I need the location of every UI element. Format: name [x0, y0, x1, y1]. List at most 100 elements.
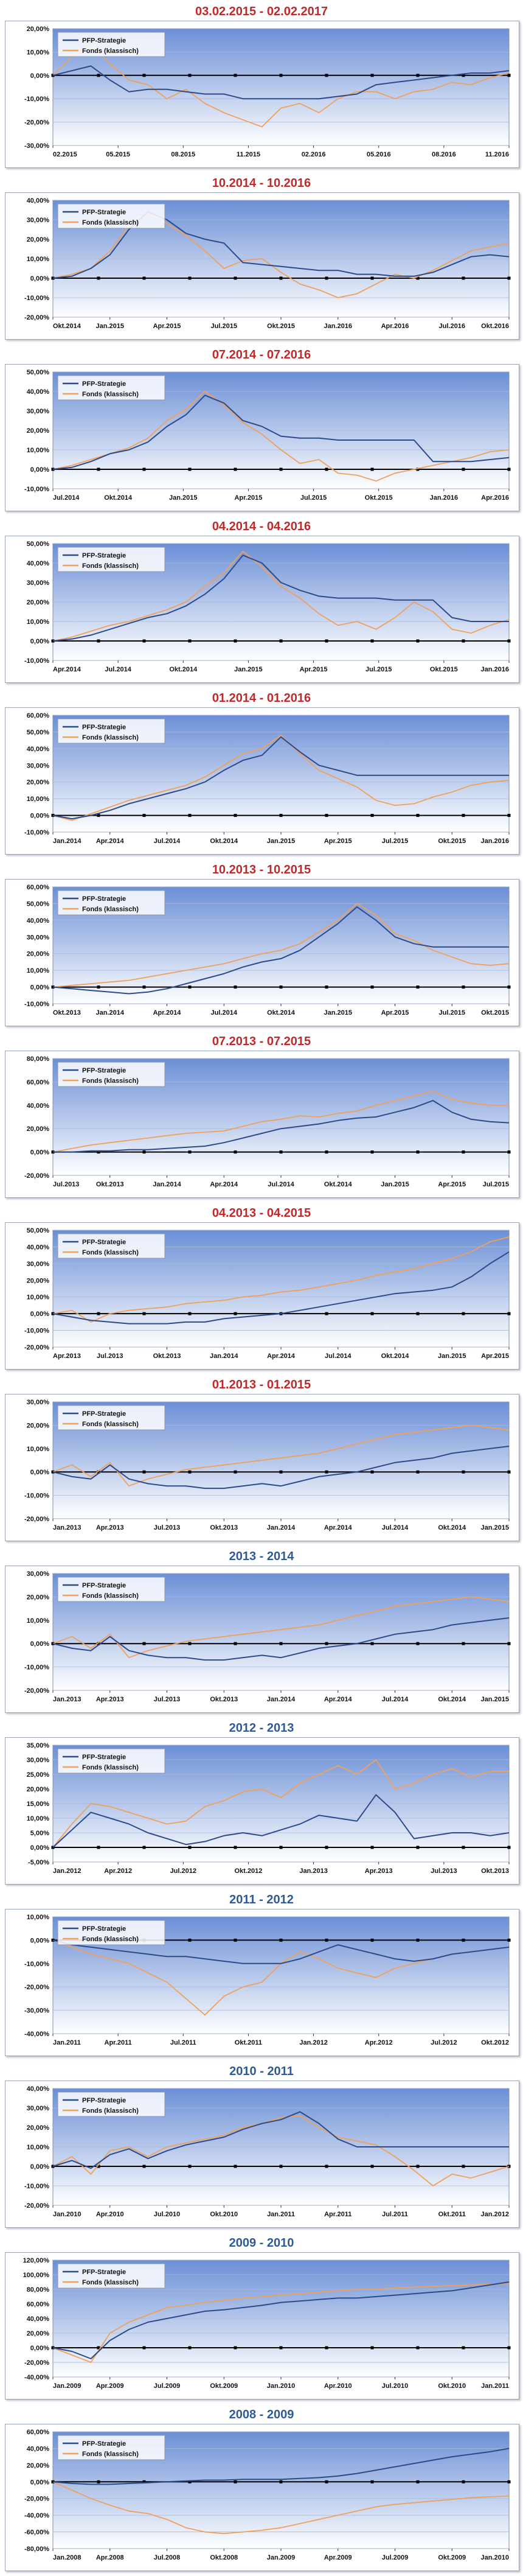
- zero-line-marker: [507, 1312, 511, 1315]
- y-tick-label: 0,00%: [30, 1311, 49, 1318]
- x-tick-label: Jul.2014: [211, 1009, 238, 1017]
- x-tick-label: Okt.2014: [53, 323, 81, 330]
- legend: [57, 1062, 165, 1087]
- y-tick-label: 80,00%: [27, 1055, 50, 1063]
- zero-line-marker: [416, 1470, 420, 1474]
- legend-label: Fonds (klassisch): [82, 1077, 139, 1085]
- y-tick-label: 0,00%: [30, 1640, 49, 1648]
- y-tick-label: 80,00%: [27, 2286, 50, 2294]
- zero-line-marker: [416, 814, 420, 817]
- x-tick-label: Okt.2010: [438, 2382, 466, 2390]
- x-tick-label: Okt.2014: [169, 666, 198, 673]
- y-tick-label: -10,00%: [24, 1493, 49, 1500]
- chart-panel: 2012 - 2013 35,00% 30,00% 25,00% 20,00% 15,00…: [0, 1717, 523, 1888]
- y-tick-label: -40,00%: [24, 2512, 49, 2519]
- zero-line-marker: [507, 1642, 511, 1645]
- x-tick-label: 02.2015: [53, 151, 77, 158]
- legend: [57, 1233, 165, 1259]
- x-tick-label: Jan.2014: [96, 1009, 125, 1017]
- x-tick-label: Apr.2014: [324, 1524, 353, 1531]
- y-tick-label: 0,00%: [30, 1149, 49, 1157]
- x-tick-label: Apr.2015: [324, 838, 352, 845]
- x-tick-label: Jan.2015: [96, 323, 124, 330]
- zero-line-marker: [370, 2165, 374, 2168]
- y-tick-label: -30,00%: [24, 142, 49, 150]
- zero-line-marker: [462, 2346, 465, 2350]
- zero-line-marker: [416, 1150, 420, 1154]
- y-tick-label: 20,00%: [27, 1125, 50, 1133]
- y-tick-label: -10,00%: [24, 829, 49, 836]
- zero-line-marker: [325, 1470, 328, 1474]
- y-tick-label: 20,00%: [27, 1786, 50, 1793]
- zero-line-marker: [142, 1642, 146, 1645]
- zero-line-marker: [325, 1642, 328, 1645]
- legend-label: Fonds (klassisch): [82, 1421, 139, 1428]
- zero-line-marker: [462, 467, 465, 471]
- y-tick-label: -80,00%: [24, 2546, 49, 2553]
- x-tick-label: Jul.2015: [439, 1009, 465, 1017]
- y-tick-label: 20,00%: [27, 2462, 50, 2469]
- zero-line-marker: [416, 2346, 420, 2350]
- zero-line-marker: [279, 1470, 283, 1474]
- chart-title: 07.2014 - 07.2016: [212, 348, 311, 362]
- x-tick-label: Okt.2015: [365, 494, 393, 502]
- zero-line-marker: [325, 2346, 328, 2350]
- y-tick-label: 50,00%: [27, 729, 50, 736]
- chart-svg: 80,00% 60,00% 40,00% 20,00% 0,00% -20,00% Jul.…: [24, 1055, 511, 1188]
- x-tick-label: 08.2015: [171, 151, 195, 158]
- series-line-strategy: [52, 2281, 510, 2359]
- zero-line-marker: [325, 1150, 328, 1154]
- chart-panel: 04.2013 - 04.2015 50,00% 40,00% 30,00% 20,00…: [0, 1202, 523, 1373]
- x-tick-label: Jul.2014: [154, 838, 181, 845]
- legend-label: PFP-Strategie: [82, 1582, 126, 1589]
- y-tick-label: 40,00%: [27, 1102, 50, 1110]
- y-tick-label: 0,00%: [30, 2479, 49, 2486]
- y-tick-label: 40,00%: [27, 560, 50, 567]
- zero-line-marker: [370, 1938, 374, 1942]
- y-tick-label: 20,00%: [27, 2330, 50, 2337]
- x-tick-label: Okt.2011: [235, 2039, 262, 2046]
- chart-frame: 80,00% 60,00% 40,00% 20,00% 0,00% -20,00% Jul.…: [5, 1051, 519, 1198]
- chart-title: 2012 - 2013: [229, 1721, 294, 1735]
- x-tick-label: Jul.2013: [154, 1524, 180, 1531]
- zero-line-marker: [97, 2165, 100, 2168]
- x-tick-label: Jan.2012: [53, 1867, 81, 1875]
- chart-svg: 60,00% 50,00% 40,00% 30,00% 20,00% 10,00% 0,00…: [24, 884, 511, 1017]
- x-tick-label: Jan.2014: [53, 838, 81, 845]
- x-tick-label: Jul.2014: [105, 666, 131, 673]
- x-tick-label: Jul.2010: [382, 2382, 408, 2390]
- zero-line-marker: [370, 814, 374, 817]
- zero-line-marker: [142, 74, 146, 77]
- x-tick-label: Apr.2013: [96, 1524, 124, 1531]
- y-tick-label: -10,00%: [24, 1961, 49, 1968]
- chart-frame: 40,00% 30,00% 20,00% 10,00% 0,00% -10,00% -20,…: [5, 2081, 519, 2228]
- zero-line-marker: [234, 276, 237, 280]
- chart-title: 2013 - 2014: [229, 1550, 294, 1563]
- legend: [57, 2435, 165, 2460]
- y-tick-label: 40,00%: [27, 2315, 50, 2323]
- x-tick-label: Jan.2009: [267, 2554, 295, 2561]
- zero-line-marker: [416, 2165, 420, 2168]
- x-tick-label: Jul.2012: [431, 2039, 457, 2046]
- legend: [57, 1920, 165, 1945]
- x-tick-label: Apr.2014: [267, 1353, 296, 1360]
- x-tick-label: Jan.2011: [267, 2211, 295, 2218]
- zero-line-marker: [234, 74, 237, 77]
- x-tick-label: Jul.2014: [382, 1696, 409, 1703]
- y-tick-label: 10,00%: [27, 256, 50, 263]
- zero-line-marker: [507, 74, 511, 77]
- zero-line-marker: [97, 1642, 100, 1645]
- zero-line-marker: [416, 74, 420, 77]
- series-line-fund: [52, 735, 510, 821]
- zero-line-marker: [462, 814, 465, 817]
- series-line-strategy: [52, 1446, 510, 1489]
- zero-line-marker: [279, 639, 283, 643]
- legend-label: PFP-Strategie: [82, 1067, 126, 1074]
- chart-panel: 01.2013 - 01.2015 30,00% 20,00% 10,00% 0,00%…: [0, 1373, 523, 1545]
- zero-line-marker: [234, 2165, 237, 2168]
- chart-title: 2009 - 2010: [229, 2236, 294, 2250]
- series-line-fund: [52, 1090, 509, 1153]
- series-line-strategy: [52, 1617, 510, 1661]
- legend: [57, 2091, 165, 2117]
- legend-label: PFP-Strategie: [82, 209, 126, 216]
